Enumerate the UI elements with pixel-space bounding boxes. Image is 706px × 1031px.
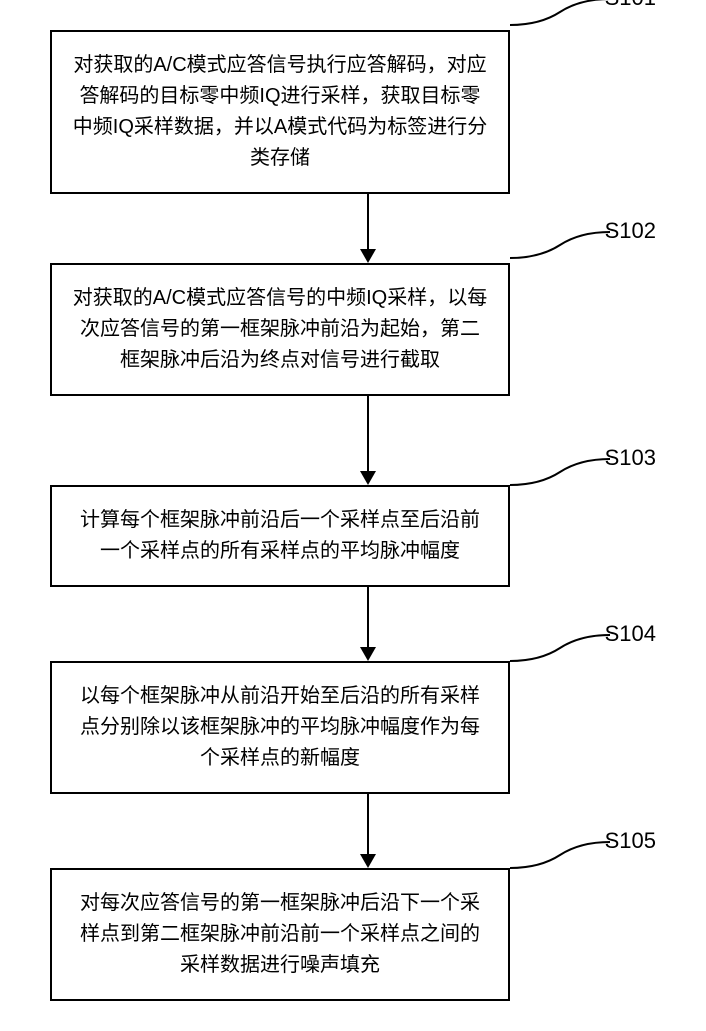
- step-box-S103: 计算每个框架脉冲前沿后一个采样点至后沿前一个采样点的所有采样点的平均脉冲幅度: [50, 485, 510, 587]
- arrow-line: [367, 587, 369, 647]
- connector-S103: [510, 455, 610, 489]
- arrow-head-icon: [360, 471, 376, 485]
- arrow-line: [367, 194, 369, 249]
- arrow-head-icon: [360, 854, 376, 868]
- step-row-S103: 计算每个框架脉冲前沿后一个采样点至后沿前一个采样点的所有采样点的平均脉冲幅度S1…: [20, 485, 686, 587]
- step-label-S103: S103: [605, 445, 656, 471]
- flowchart-container: 对获取的A/C模式应答信号执行应答解码，对应答解码的目标零中频IQ进行采样，获取…: [20, 30, 686, 1001]
- connector-S104: [510, 631, 610, 665]
- step-box-S105: 对每次应答信号的第一框架脉冲后沿下一个采样点到第二框架脉冲前沿前一个采样点之间的…: [50, 868, 510, 1001]
- step-box-S101: 对获取的A/C模式应答信号执行应答解码，对应答解码的目标零中频IQ进行采样，获取…: [50, 30, 510, 194]
- step-box-S102: 对获取的A/C模式应答信号的中频IQ采样，以每次应答信号的第一框架脉冲前沿为起始…: [50, 263, 510, 396]
- step-label-S105: S105: [605, 828, 656, 854]
- step-box-S104: 以每个框架脉冲从前沿开始至后沿的所有采样点分别除以该框架脉冲的平均脉冲幅度作为每…: [50, 661, 510, 794]
- step-row-S104: 以每个框架脉冲从前沿开始至后沿的所有采样点分别除以该框架脉冲的平均脉冲幅度作为每…: [20, 661, 686, 794]
- step-row-S102: 对获取的A/C模式应答信号的中频IQ采样，以每次应答信号的第一框架脉冲前沿为起始…: [20, 263, 686, 396]
- step-label-S102: S102: [605, 218, 656, 244]
- arrow-line: [367, 396, 369, 471]
- step-label-S101: S101: [605, 0, 656, 11]
- connector-S105: [510, 838, 610, 872]
- step-row-S101: 对获取的A/C模式应答信号执行应答解码，对应答解码的目标零中频IQ进行采样，获取…: [20, 30, 686, 194]
- arrow-line: [367, 794, 369, 854]
- step-row-S105: 对每次应答信号的第一框架脉冲后沿下一个采样点到第二框架脉冲前沿前一个采样点之间的…: [20, 868, 686, 1001]
- arrow-head-icon: [360, 249, 376, 263]
- connector-S101: [510, 0, 610, 29]
- step-label-S104: S104: [605, 621, 656, 647]
- arrow-head-icon: [360, 647, 376, 661]
- connector-S102: [510, 228, 610, 262]
